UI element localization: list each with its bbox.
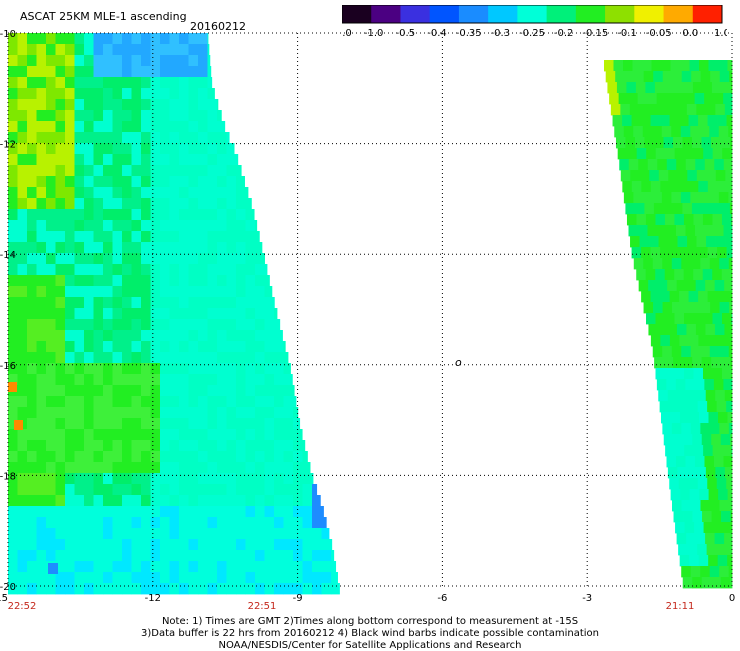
lat-tick-label: -10 — [0, 29, 16, 40]
swath-time-label: 21:11 — [666, 601, 695, 612]
lon-tick-label: -6 — [437, 593, 447, 604]
lat-tick-label: -14 — [0, 250, 16, 261]
swath-time-label: 22:51 — [248, 601, 277, 612]
location-marker: o — [455, 356, 462, 369]
lat-tick-label: -20 — [0, 582, 16, 593]
note-line-2: 3)Data buffer is 22 hrs from 20160212 4)… — [0, 629, 740, 639]
lon-tick-label: -3 — [582, 593, 592, 604]
lat-tick-label: -12 — [0, 140, 16, 151]
swath-time-label: 22:52 — [8, 601, 37, 612]
lon-tick-label: 0 — [729, 593, 735, 604]
lon-tick-label: -9 — [293, 593, 303, 604]
swath-left — [8, 33, 340, 594]
lat-tick-label: -18 — [0, 471, 16, 482]
swath-right — [604, 60, 732, 588]
map-plot: o -10-12-14-16-18-20-15-12-9-6-3022:5222… — [0, 0, 740, 615]
lat-tick-label: -16 — [0, 361, 16, 372]
lon-tick-label: -12 — [145, 593, 161, 604]
note-line-1: Note: 1) Times are GMT 2)Times along bot… — [0, 617, 740, 627]
